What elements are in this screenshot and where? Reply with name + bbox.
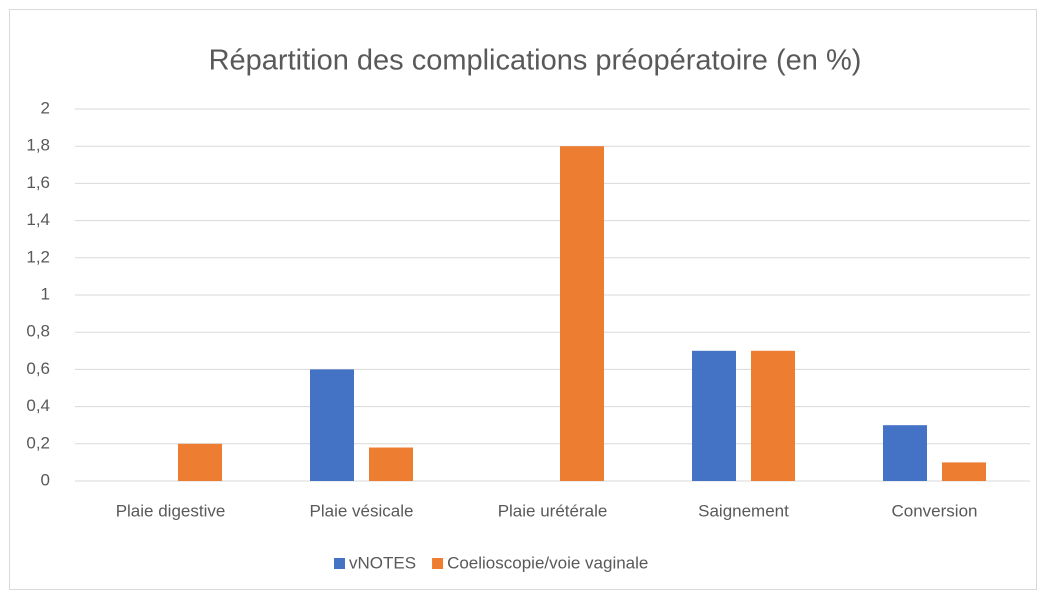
x-tick-label: Saignement [698, 501, 789, 520]
y-tick-label: 1 [41, 284, 50, 303]
y-tick-label: 0,2 [26, 433, 50, 452]
y-tick-label: 1,6 [26, 173, 50, 192]
y-tick-label: 2 [41, 98, 50, 117]
chart-title: Répartition des complications préopérato… [209, 45, 862, 77]
chart-border [9, 9, 1037, 590]
y-tick-label: 1,4 [26, 210, 50, 229]
bar [310, 369, 354, 481]
bar [178, 443, 222, 481]
legend-label: Coelioscopie/voie vaginale [447, 553, 648, 572]
bar [560, 146, 604, 481]
legend-label: vNOTES [349, 553, 416, 572]
legend-swatch [432, 558, 444, 569]
bar [751, 350, 795, 481]
y-tick-label: 0,8 [26, 322, 50, 341]
bar [369, 447, 413, 481]
bar [942, 462, 986, 481]
legend-swatch [334, 558, 345, 569]
x-tick-label: Plaie digestive [116, 501, 226, 520]
y-tick-label: 0,4 [26, 396, 50, 415]
x-tick-label: Plaie urétérale [498, 501, 608, 520]
y-tick-label: 1,2 [26, 247, 50, 266]
x-tick-label: Plaie vésicale [310, 501, 414, 520]
x-tick-label: Conversion [892, 501, 978, 520]
bar [692, 350, 736, 481]
y-tick-label: 0 [41, 470, 50, 489]
bar [883, 425, 927, 481]
y-tick-label: 1,8 [26, 136, 50, 155]
y-tick-label: 0,6 [26, 359, 50, 378]
